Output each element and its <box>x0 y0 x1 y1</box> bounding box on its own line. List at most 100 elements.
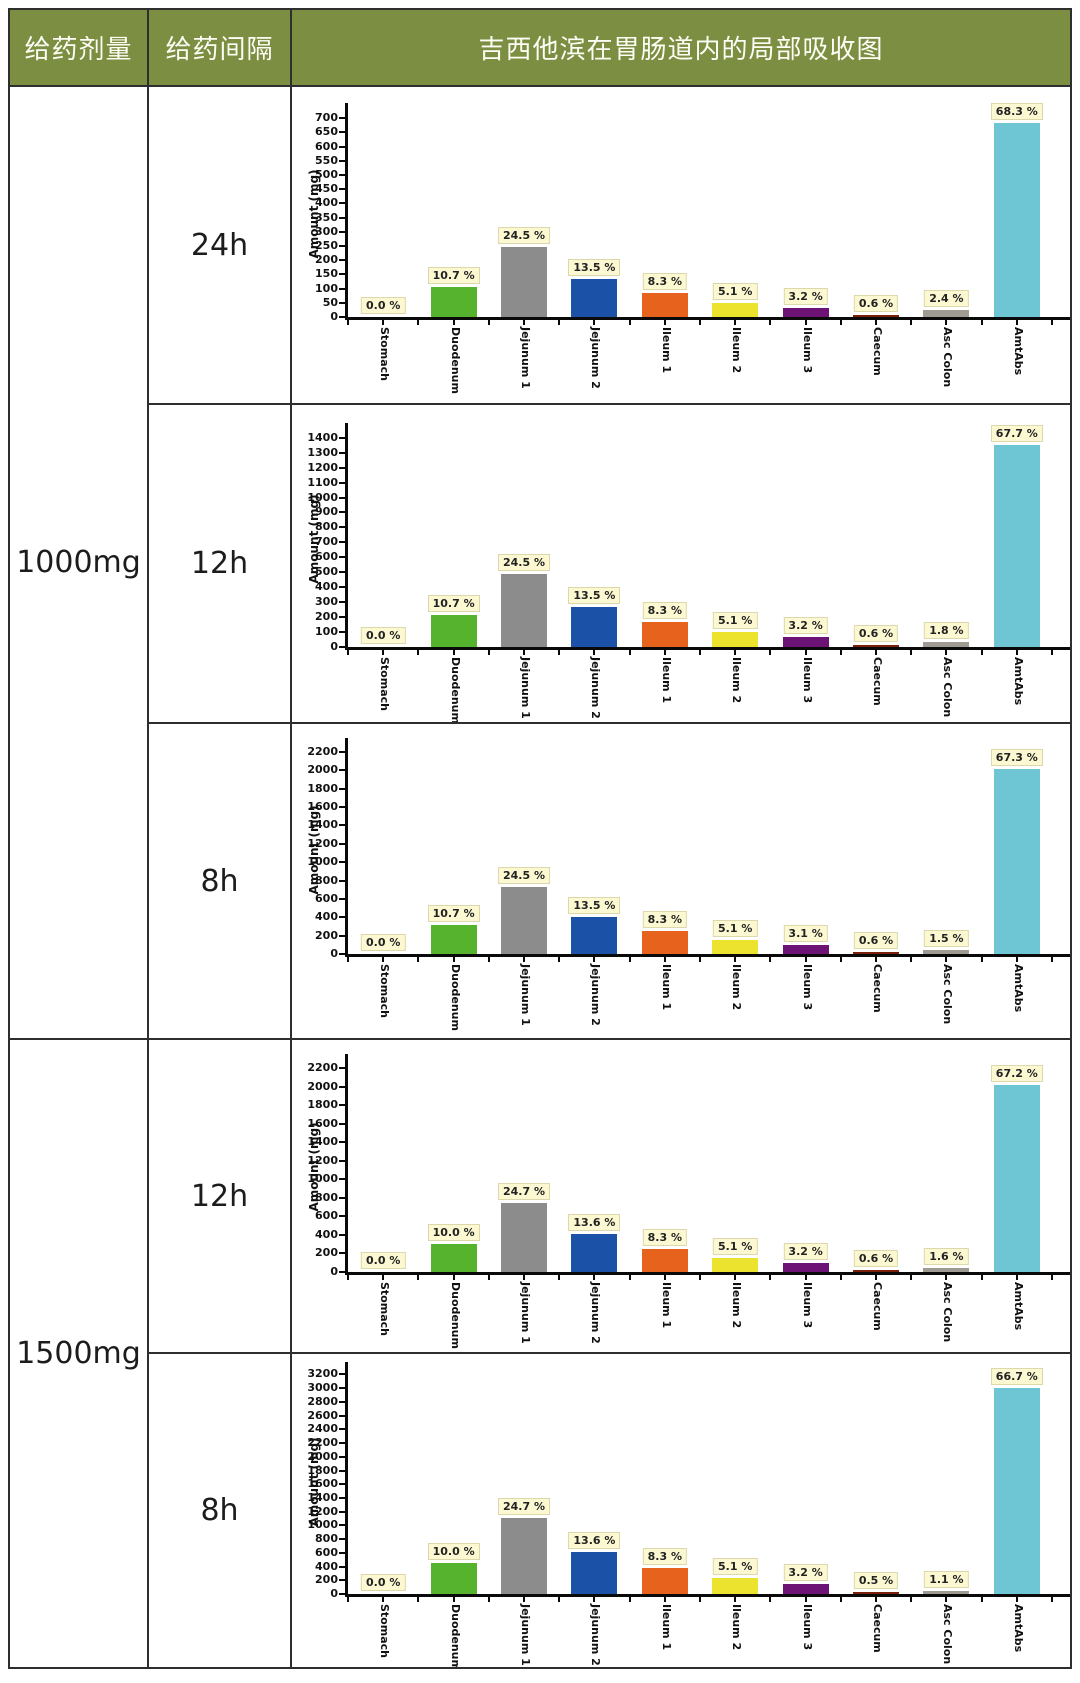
y-tick-label: 600 <box>315 139 338 153</box>
bar-value-label: 0.0 % <box>361 627 406 644</box>
bar-value-label: 0.6 % <box>853 1250 899 1267</box>
x-tick-mark <box>1015 650 1018 655</box>
bar-ileum-2 <box>712 303 759 317</box>
bar-value-label: 10.0 % <box>427 1543 480 1560</box>
y-tick-mark <box>339 1215 345 1218</box>
y-tick-mark <box>339 769 345 772</box>
y-tick-mark <box>339 301 345 304</box>
y-tick-mark <box>339 1510 345 1513</box>
bar-value-label: 13.5 % <box>568 897 621 914</box>
bar-duodenum <box>430 925 477 954</box>
bar-value-label: 0.0 % <box>361 934 406 951</box>
bar-value-label: 13.6 % <box>568 1532 621 1549</box>
y-tick-label: 2200 <box>307 744 338 758</box>
bar-jejunum-2 <box>571 279 618 317</box>
x-tick-mark <box>523 1597 525 1602</box>
bar-value-label: 8.3 % <box>642 1229 687 1246</box>
y-axis-line <box>345 738 348 957</box>
bar-value-label: 2.4 % <box>924 290 969 307</box>
y-tick-label: 1600 <box>307 800 338 814</box>
dose-cell-1500mg: 1500mg <box>10 1040 149 1667</box>
bar-duodenum <box>430 615 477 647</box>
x-category-label: Ileum 3 <box>800 327 814 374</box>
x-tick-mark <box>347 650 349 655</box>
x-category-label: Ileum 3 <box>800 964 814 1011</box>
x-category-label: Asc Colon <box>941 657 955 718</box>
bar-value-label: 0.6 % <box>853 932 899 949</box>
bar-jejunum-2 <box>571 1234 618 1272</box>
x-tick-mark <box>628 650 631 655</box>
y-tick-label: 1000 <box>307 855 338 869</box>
y-tick-mark <box>339 934 345 937</box>
interval-cell-8h-1000: 8h <box>149 724 292 1040</box>
bar-value-label: 8.3 % <box>642 273 687 290</box>
x-tick-mark <box>523 650 525 655</box>
y-tick-label: 400 <box>315 1227 338 1241</box>
x-category-label: Caecum <box>871 327 884 376</box>
x-category-label: Stomach <box>378 657 392 711</box>
x-tick-mark <box>980 1275 983 1280</box>
bar-caecum <box>853 1592 899 1594</box>
bar-value-label: 8.3 % <box>642 602 687 619</box>
x-tick-mark <box>452 957 455 962</box>
y-tick-mark <box>339 1538 345 1541</box>
x-category-label: Duodenum <box>448 657 462 724</box>
y-tick-label: 1800 <box>307 781 338 795</box>
x-tick-mark <box>734 1597 737 1602</box>
bar-value-label: 5.1 % <box>713 612 758 629</box>
interval-label-24h: 24h <box>190 227 249 263</box>
y-tick-label: 100 <box>315 281 338 295</box>
bar-value-label: 13.5 % <box>568 259 621 276</box>
bar-asc-colon <box>923 1268 970 1272</box>
y-tick-mark <box>339 787 345 790</box>
x-tick-mark <box>699 957 701 962</box>
x-tick-mark <box>487 650 490 655</box>
x-tick-mark <box>593 320 596 325</box>
x-tick-mark <box>804 1275 807 1280</box>
bar-value-label: 68.3 % <box>990 103 1043 120</box>
y-tick-mark <box>339 601 345 604</box>
bar-value-label: 67.3 % <box>990 749 1043 766</box>
x-category-label: Jejunum 2 <box>589 657 603 719</box>
x-tick-mark <box>1051 1597 1053 1602</box>
x-axis-line <box>345 317 1070 320</box>
y-tick-mark <box>339 145 345 148</box>
y-tick-label: 0 <box>330 640 338 653</box>
y-tick-mark <box>339 159 345 162</box>
bar-value-label: 0.0 % <box>361 1574 406 1591</box>
x-tick-mark <box>593 650 596 655</box>
bar-ileum-2 <box>712 632 759 647</box>
x-tick-mark <box>734 650 737 655</box>
x-tick-mark <box>382 650 385 655</box>
y-tick-label: 1800 <box>307 1098 338 1112</box>
x-tick-mark <box>663 650 666 655</box>
bar-value-label: 10.0 % <box>427 1224 480 1241</box>
bar-value-label: 3.2 % <box>783 617 828 634</box>
x-category-label: Ileum 1 <box>659 657 673 704</box>
y-tick-mark <box>339 1442 345 1445</box>
bar-value-label: 5.1 % <box>713 920 758 937</box>
y-tick-label: 2000 <box>307 1449 338 1463</box>
interval-cell-12h-1500: 12h <box>149 1040 292 1354</box>
x-category-label: Asc Colon <box>941 1604 955 1665</box>
interval-label-8h-1000: 8h <box>200 863 239 899</box>
x-tick-mark <box>452 1597 455 1602</box>
x-tick-mark <box>1051 650 1053 655</box>
bar-ileum-1 <box>641 1568 688 1594</box>
y-tick-label: 3200 <box>307 1367 338 1381</box>
x-tick-mark <box>839 1597 842 1602</box>
x-tick-mark <box>769 320 772 325</box>
bar-jejunum-2 <box>571 917 618 954</box>
x-category-label: Stomach <box>378 327 392 381</box>
y-tick-mark <box>339 1233 345 1236</box>
y-tick-mark <box>339 861 345 864</box>
y-tick-mark <box>339 1387 345 1390</box>
y-tick-label: 800 <box>315 520 338 534</box>
x-tick-mark <box>1051 1275 1053 1280</box>
y-tick-label: 1000 <box>307 1172 338 1186</box>
x-tick-mark <box>663 957 666 962</box>
header-interval-column: 给药间隔 <box>149 10 292 87</box>
interval-cell-8h-1500: 8h <box>149 1354 292 1667</box>
bar-value-label: 0.6 % <box>853 625 899 642</box>
x-category-label: Ileum 2 <box>730 327 744 374</box>
